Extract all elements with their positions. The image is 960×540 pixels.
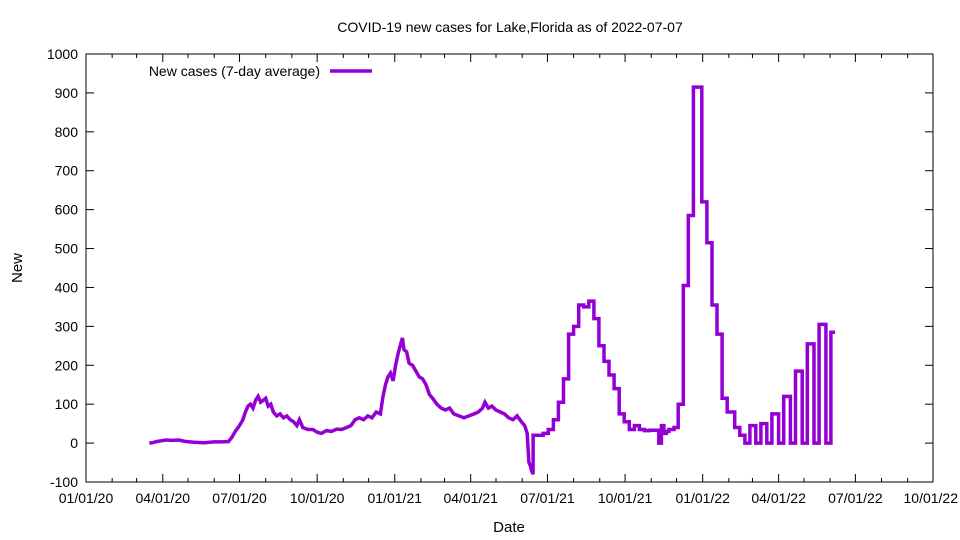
y-tick-label: 0 xyxy=(70,435,78,451)
x-tick-label: 01/01/21 xyxy=(368,490,423,506)
x-tick-label: 07/01/21 xyxy=(520,490,575,506)
y-tick-label: 500 xyxy=(55,241,79,257)
y-tick-label: 100 xyxy=(55,396,79,412)
legend: New cases (7-day average) xyxy=(149,63,372,79)
legend-label: New cases (7-day average) xyxy=(149,63,320,79)
y-tick-label: 900 xyxy=(55,85,79,101)
x-tick-label: 10/01/22 xyxy=(904,490,959,506)
y-axis-label: New xyxy=(9,253,26,283)
y-tick-label: 800 xyxy=(55,124,79,140)
x-tick-label: 07/01/20 xyxy=(212,490,267,506)
y-tick-label: 200 xyxy=(55,357,79,373)
series-line-new-cases xyxy=(149,85,836,475)
y-tick-label: 300 xyxy=(55,318,79,334)
plot-frame xyxy=(85,53,934,483)
x-tick-label: 04/01/20 xyxy=(136,490,191,506)
chart-title: COVID-19 new cases for Lake,Florida as o… xyxy=(337,19,683,35)
x-tick-label: 01/01/20 xyxy=(59,490,114,506)
y-tick-label: 600 xyxy=(55,202,79,218)
y-tick-label: 1000 xyxy=(47,46,78,62)
x-tick-label: 10/01/20 xyxy=(290,490,345,506)
x-tick-label: 01/01/22 xyxy=(675,490,730,506)
y-axis: -100 0 100 200 300 400 500 600 700 800 900 1000 xyxy=(47,46,933,490)
x-axis-label: Date xyxy=(493,519,525,536)
x-tick-label: 04/01/22 xyxy=(751,490,806,506)
y-tick-label: 400 xyxy=(55,279,79,295)
x-tick-label: 10/01/21 xyxy=(598,490,653,506)
x-tick-label: 04/01/21 xyxy=(443,490,498,506)
y-tick-label: 700 xyxy=(55,163,79,179)
x-axis: 01/01/20 04/01/20 07/01/20 10/01/20 01/01/21… xyxy=(59,54,958,506)
y-tick-label: -100 xyxy=(50,474,78,490)
x-tick-label: 07/01/22 xyxy=(828,490,883,506)
